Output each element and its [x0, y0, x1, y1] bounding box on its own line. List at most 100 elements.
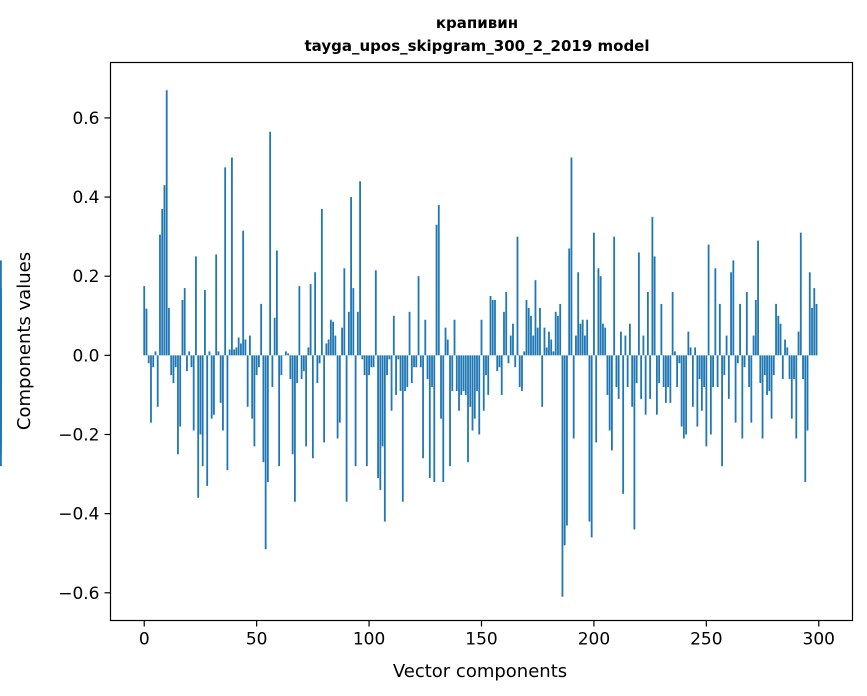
bar — [640, 355, 643, 399]
x-axis: 0 50 100 150 200 250 300 — [139, 620, 835, 650]
bar — [266, 355, 269, 482]
y-tick-label: −0.4 — [58, 505, 99, 525]
bar — [617, 355, 620, 399]
bar — [754, 299, 757, 356]
bar — [451, 355, 454, 391]
bar — [199, 355, 202, 435]
bar — [613, 236, 616, 356]
bar — [568, 248, 571, 356]
bar — [233, 349, 236, 356]
bar — [523, 351, 526, 356]
bar — [615, 355, 618, 388]
bar — [213, 355, 215, 415]
bar — [372, 355, 375, 368]
bar — [748, 355, 750, 388]
bar — [788, 355, 791, 380]
bar — [289, 355, 292, 380]
bar — [228, 349, 231, 356]
y-tick-label: −0.6 — [58, 584, 99, 604]
bar — [338, 355, 341, 423]
bar — [264, 355, 267, 550]
y-axis: −0.6 −0.4 −0.2 0.0 0.2 0.4 0.6 — [58, 109, 111, 604]
bar — [734, 355, 737, 423]
y-tick-label: 0.6 — [72, 109, 99, 129]
bar — [608, 355, 611, 431]
bar — [539, 307, 541, 356]
bar — [365, 355, 368, 467]
bar — [307, 347, 310, 356]
bar — [419, 355, 422, 368]
bar — [161, 208, 164, 356]
bar — [649, 355, 652, 399]
bar — [159, 234, 161, 356]
bar — [334, 335, 337, 356]
bar — [518, 355, 521, 388]
bar — [770, 355, 773, 419]
bar — [255, 355, 258, 376]
bar — [460, 355, 463, 395]
bar — [390, 355, 393, 411]
bar — [487, 355, 490, 395]
chart-subtitle: tayga_upos_skipgram_300_2_2019 model — [305, 37, 650, 55]
bar — [637, 252, 640, 356]
bar — [669, 355, 672, 403]
bar — [428, 355, 431, 479]
bar — [440, 355, 442, 419]
bar — [768, 355, 771, 391]
y-tick-label: 0.2 — [72, 267, 99, 287]
bar — [181, 299, 184, 356]
bar — [361, 355, 364, 360]
y-tick-label: 0.0 — [72, 346, 99, 366]
bar — [611, 355, 613, 451]
bar — [516, 236, 519, 356]
bar — [186, 355, 188, 372]
bar — [370, 355, 373, 368]
x-axis-label: Vector components — [393, 661, 567, 682]
bar — [145, 308, 148, 356]
bar — [469, 355, 472, 407]
bar — [253, 355, 256, 447]
bar — [494, 299, 496, 356]
bar — [575, 335, 577, 356]
bar — [363, 355, 366, 376]
bar — [694, 347, 697, 356]
bar — [435, 224, 438, 356]
bar — [689, 347, 692, 356]
bar — [505, 292, 508, 356]
plot-frame — [109, 61, 854, 622]
y-tick-label: −0.2 — [58, 426, 99, 446]
bar — [536, 327, 539, 356]
bar — [325, 343, 328, 356]
bar — [579, 323, 582, 356]
bar — [815, 303, 818, 356]
x-tick-label: 50 — [246, 630, 268, 650]
bar — [464, 355, 467, 395]
bar — [368, 355, 370, 376]
bar — [707, 244, 710, 356]
bar — [406, 355, 409, 388]
bar — [525, 299, 528, 356]
bar — [723, 355, 726, 376]
bar — [287, 353, 290, 356]
bar — [0, 355, 2, 376]
bar — [786, 347, 789, 356]
bar — [685, 355, 688, 435]
bar — [217, 351, 220, 356]
bar — [750, 355, 753, 423]
bar — [793, 355, 795, 380]
bar — [703, 355, 705, 388]
bar — [298, 286, 301, 356]
bar — [417, 276, 420, 356]
bar — [709, 355, 712, 435]
bar — [345, 355, 348, 502]
bar — [168, 307, 170, 356]
bar — [473, 355, 476, 419]
bar — [336, 355, 339, 439]
bar — [588, 355, 591, 522]
bar — [730, 272, 732, 356]
bar — [143, 286, 146, 356]
bar — [426, 355, 429, 380]
bar — [581, 319, 584, 356]
bar — [244, 339, 247, 356]
bar — [226, 355, 229, 471]
